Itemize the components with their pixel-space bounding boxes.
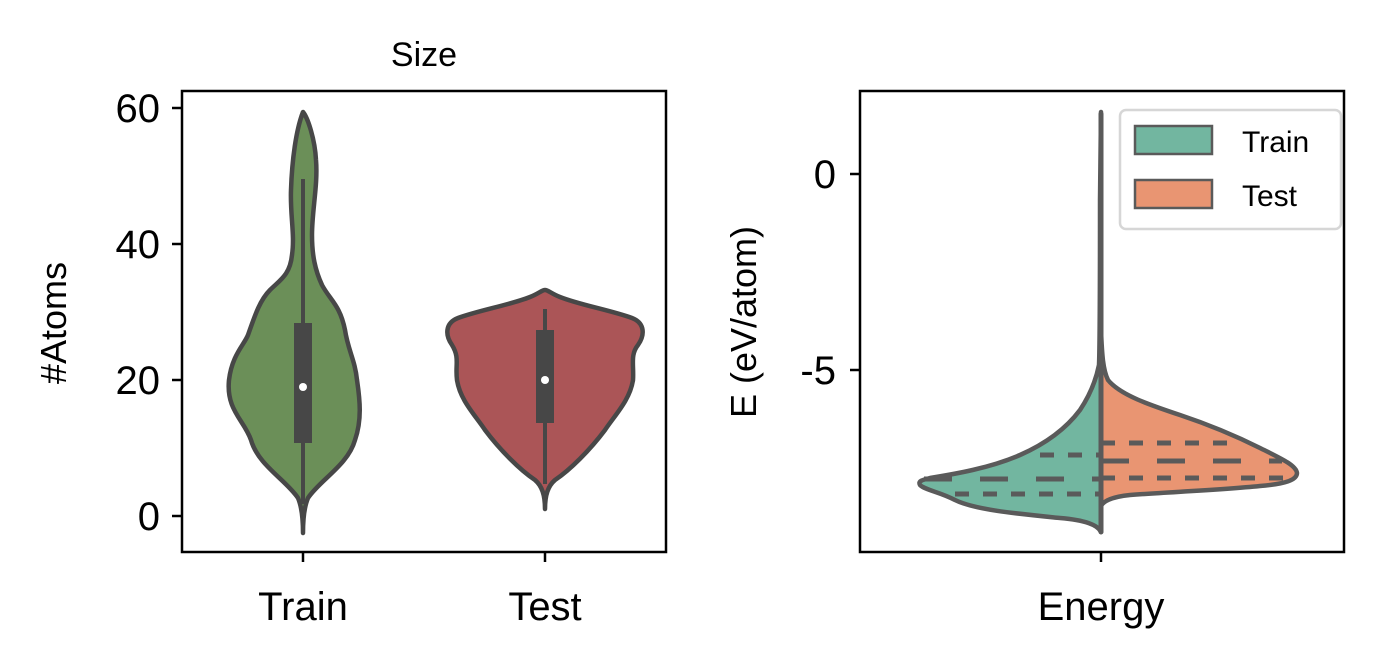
left-panel-title: Size [391, 36, 457, 74]
left-panel: Size 60 40 20 0 #Atoms Train [33, 36, 668, 629]
y-tick-minus-5: -5 [800, 349, 836, 393]
legend: Train Test [1118, 108, 1343, 231]
test-quartile-lines [1101, 440, 1290, 481]
train-energy-half-violin [917, 109, 1104, 535]
y-tick-20: 20 [116, 359, 161, 403]
y-tick-0: 0 [814, 153, 836, 197]
left-x-axis: Train Test [258, 552, 582, 629]
train-median-dot [299, 383, 307, 391]
y-tick-60: 60 [116, 87, 161, 131]
x-tick-energy: Energy [1038, 585, 1165, 629]
legend-label-train: Train [1242, 126, 1309, 159]
y-tick-40: 40 [116, 223, 161, 267]
legend-label-test: Test [1242, 180, 1298, 213]
right-x-axis: Energy [1038, 552, 1165, 629]
left-axes-frame [180, 89, 668, 554]
right-panel: 0 -5 E (eV/atom) Energy Train Test [723, 89, 1346, 629]
train-violin [226, 109, 362, 536]
y-tick-0: 0 [138, 495, 160, 539]
legend-swatch-train [1133, 124, 1214, 156]
test-median-dot [541, 376, 549, 384]
right-y-axis-label: E (eV/atom) [723, 226, 764, 418]
x-tick-test: Test [508, 585, 581, 629]
right-y-axis: 0 -5 [800, 153, 860, 393]
test-energy-half-violin [1098, 327, 1300, 509]
train-quartile-lines [924, 452, 1101, 497]
left-y-axis: 60 40 20 0 [116, 87, 182, 539]
x-tick-train: Train [258, 585, 348, 629]
legend-swatch-test [1133, 178, 1214, 210]
left-y-axis-label: #Atoms [33, 262, 74, 384]
